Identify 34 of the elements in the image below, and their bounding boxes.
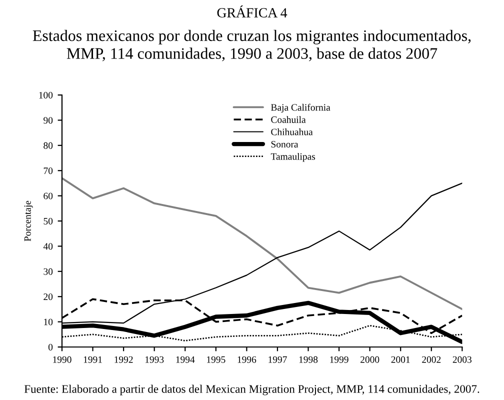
legend-label: Baja California <box>271 104 330 113</box>
x-tick-label: 1998 <box>299 356 318 363</box>
x-tick-label: 2001 <box>391 356 410 363</box>
x-tick-label: 1994 <box>176 356 195 363</box>
legend-label: Tamaulipas <box>270 152 316 162</box>
chart-title: GRÁFICA 4 <box>217 5 288 18</box>
y-tick-label: 100 <box>39 92 53 98</box>
x-tick-label: 1993 <box>145 356 164 363</box>
x-tick-label: 1996 <box>238 356 256 363</box>
x-tick-label: 2002 <box>422 356 441 363</box>
y-tick-label: 40 <box>43 243 53 250</box>
legend-label: Coahuila <box>271 116 306 123</box>
chart-subtitle: Estados mexicanos por donde cruzan los migrantes indocumentados, MMP, 114 comunidades, 1990 a 2003, base de datos 2007 <box>32 30 471 62</box>
y-tick-label: 30 <box>44 268 53 275</box>
legend-label: Chihuahua <box>271 128 313 136</box>
y-axis-title: Porcentaje <box>24 200 33 242</box>
legend-label: Sonora <box>271 140 298 148</box>
x-tick-label: 1997 <box>268 356 287 363</box>
y-tick-label: 60 <box>44 192 53 200</box>
x-tick-label: 1999 <box>330 356 348 363</box>
y-tick-label: 50 <box>44 218 53 224</box>
source-note: Fuente: Elaborado a partir de datos del Mexican Migration Project, MMP, 114 comunidades, 2007. <box>24 384 480 396</box>
y-tick-label: 20 <box>44 294 53 300</box>
y-tick-label: 90 <box>44 117 53 124</box>
y-tick-label: 70 <box>44 168 53 174</box>
x-tick-label: 1995 <box>207 356 226 363</box>
x-tick-label: 1991 <box>84 356 102 363</box>
y-tick-label: 80 <box>44 142 53 149</box>
y-tick-label: 10 <box>44 318 53 326</box>
x-tick-label: 1990 <box>53 356 72 363</box>
x-tick-label: 1992 <box>114 356 133 363</box>
y-tick-label: 0 <box>48 344 53 350</box>
x-tick-label: 2003 <box>452 356 472 363</box>
x-tick-label: 2000 <box>360 356 380 363</box>
